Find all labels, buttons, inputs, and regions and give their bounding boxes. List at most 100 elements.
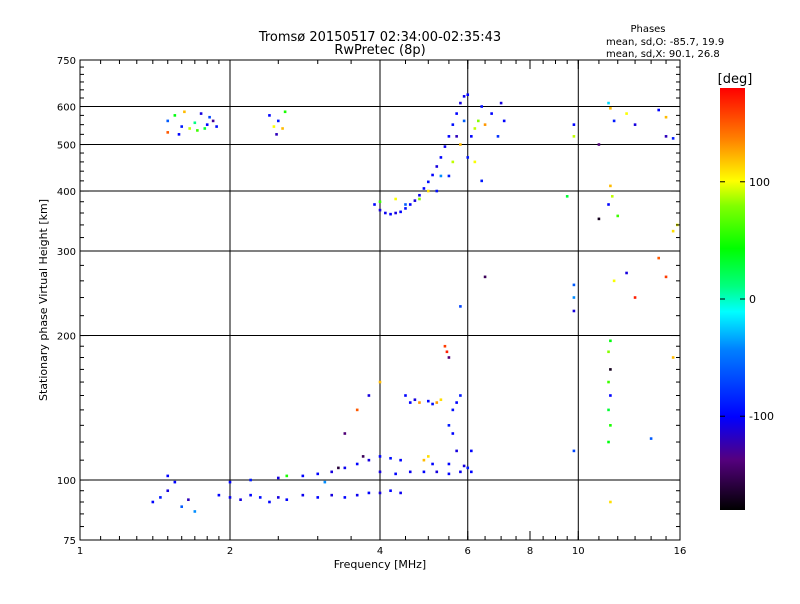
data-point bbox=[466, 466, 470, 470]
data-point bbox=[597, 143, 601, 146]
data-point bbox=[276, 476, 280, 480]
data-point bbox=[215, 125, 218, 128]
data-point bbox=[439, 398, 443, 402]
colorbar-tick-label: 100 bbox=[749, 176, 770, 189]
data-point bbox=[612, 279, 616, 283]
data-points bbox=[151, 93, 679, 513]
y-tick-label: 400 bbox=[57, 187, 76, 198]
data-point bbox=[610, 195, 614, 198]
data-point bbox=[378, 455, 382, 458]
data-point bbox=[439, 156, 443, 159]
data-point bbox=[607, 408, 610, 412]
data-point bbox=[394, 211, 397, 215]
data-point bbox=[413, 398, 417, 402]
data-point bbox=[196, 129, 199, 132]
data-point bbox=[323, 480, 327, 484]
data-point bbox=[404, 203, 407, 206]
data-point bbox=[422, 187, 426, 190]
data-point bbox=[151, 500, 155, 504]
data-point bbox=[249, 493, 252, 497]
data-point bbox=[166, 119, 170, 123]
data-point bbox=[447, 472, 451, 476]
data-point bbox=[378, 380, 382, 384]
data-point bbox=[459, 305, 462, 308]
data-point bbox=[671, 356, 675, 359]
data-point bbox=[367, 458, 371, 462]
data-point bbox=[572, 449, 576, 453]
data-point bbox=[502, 119, 506, 123]
data-point bbox=[367, 491, 371, 495]
phases-x-stats: mean, sd,X: 90.1, 26.8 bbox=[606, 49, 720, 60]
data-point bbox=[275, 133, 278, 136]
data-point bbox=[211, 119, 215, 123]
data-point bbox=[203, 127, 207, 130]
data-point bbox=[268, 114, 271, 117]
data-point bbox=[281, 127, 284, 130]
colorbar-ticks: 100 0 -100 bbox=[720, 176, 774, 423]
data-point bbox=[451, 123, 455, 126]
x-axis-label: Frequency [MHz] bbox=[334, 558, 426, 571]
data-point bbox=[389, 456, 392, 460]
data-point bbox=[330, 493, 334, 497]
data-point bbox=[572, 296, 576, 299]
data-point bbox=[609, 424, 612, 427]
axis-ticks bbox=[79, 59, 681, 541]
data-point bbox=[625, 271, 628, 275]
data-point bbox=[217, 493, 221, 497]
data-point bbox=[343, 466, 347, 470]
data-point bbox=[480, 105, 484, 108]
data-point bbox=[422, 470, 426, 474]
data-point bbox=[607, 203, 610, 206]
data-point bbox=[451, 432, 455, 435]
colorbar-label: [deg] bbox=[718, 72, 753, 87]
y-tick-label: 500 bbox=[57, 141, 76, 152]
data-point bbox=[490, 112, 493, 115]
data-point bbox=[367, 394, 371, 397]
x-tick-labels: 1 2 4 6 8 10 16 bbox=[77, 546, 687, 557]
data-point bbox=[258, 496, 262, 499]
y-tick-label: 75 bbox=[63, 536, 76, 547]
data-point bbox=[473, 160, 477, 164]
data-point bbox=[394, 472, 397, 476]
data-point bbox=[373, 203, 376, 206]
y-tick-label: 300 bbox=[57, 247, 76, 258]
data-point bbox=[572, 123, 576, 126]
y-tick-labels: 75 100 200 300 400 500 600 750 bbox=[57, 56, 76, 547]
data-point bbox=[378, 491, 382, 495]
data-point bbox=[389, 212, 392, 216]
data-point bbox=[445, 350, 449, 354]
data-point bbox=[664, 275, 668, 279]
data-point bbox=[272, 125, 276, 128]
data-point bbox=[408, 203, 412, 206]
data-point bbox=[418, 401, 421, 404]
data-point bbox=[355, 462, 359, 466]
data-point bbox=[285, 498, 289, 501]
data-point bbox=[413, 199, 417, 202]
chart-subtitle: RwPretec (8p) bbox=[334, 43, 425, 58]
data-point bbox=[285, 474, 289, 478]
data-point bbox=[455, 401, 458, 404]
data-point bbox=[572, 309, 576, 313]
data-point bbox=[378, 200, 382, 204]
data-point bbox=[607, 440, 610, 444]
data-point bbox=[466, 93, 470, 96]
data-point bbox=[193, 121, 197, 125]
data-point bbox=[330, 470, 334, 474]
data-point bbox=[609, 339, 612, 343]
data-point bbox=[447, 424, 451, 427]
data-point bbox=[477, 119, 480, 123]
data-point bbox=[394, 197, 397, 201]
data-point bbox=[435, 470, 439, 474]
colorbar-tick-label: -100 bbox=[749, 410, 774, 423]
data-point bbox=[455, 449, 458, 453]
data-point bbox=[239, 498, 242, 501]
data-point bbox=[664, 135, 668, 138]
data-point bbox=[443, 344, 447, 348]
y-tick-label: 200 bbox=[57, 332, 76, 343]
data-point bbox=[470, 449, 473, 453]
data-point bbox=[180, 125, 184, 128]
data-point bbox=[384, 211, 387, 215]
data-point bbox=[459, 470, 462, 474]
data-point bbox=[173, 114, 177, 117]
